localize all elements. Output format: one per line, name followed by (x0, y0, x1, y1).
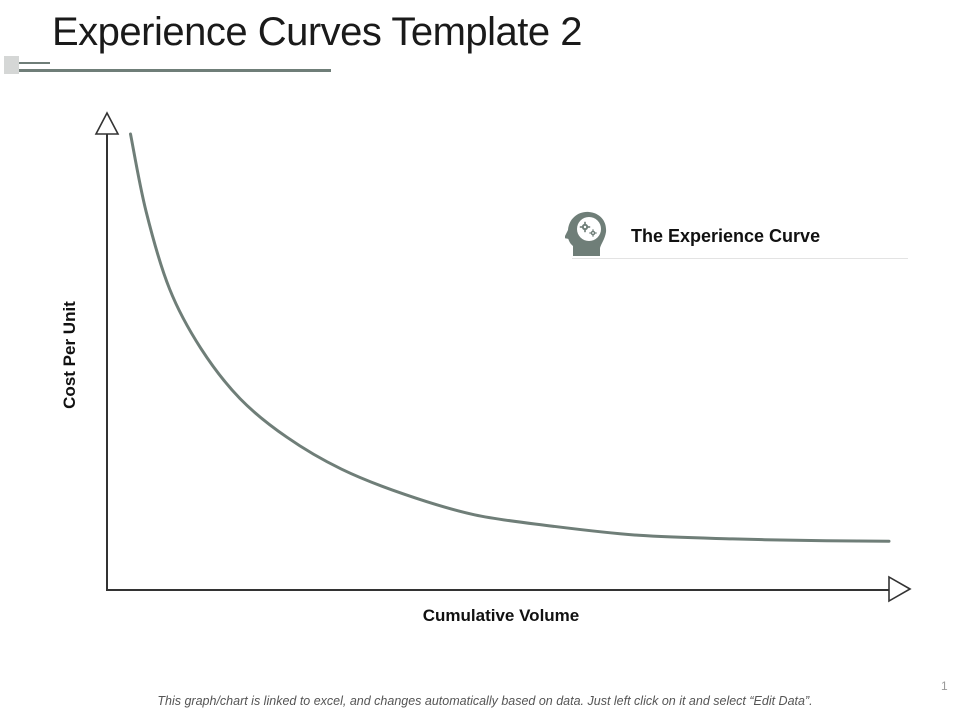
y-axis-arrow (94, 111, 120, 135)
page-title: Experience Curves Template 2 (52, 10, 582, 54)
footer-note: This graph/chart is linked to excel, and… (157, 694, 813, 708)
series-layer (129, 132, 891, 543)
title-accent-line (19, 62, 50, 64)
legend-series-label: The Experience Curve (631, 226, 821, 246)
y-axis-label: Cost Per Unit (60, 301, 79, 409)
title-accent-square (4, 56, 19, 74)
y-axis (94, 111, 120, 590)
page-number: 1 (941, 679, 948, 693)
head-gears-icon (564, 208, 609, 258)
series-line-0 (129, 132, 891, 543)
x-axis-arrow (888, 575, 912, 603)
x-axis-label: Cumulative Volume (422, 606, 580, 625)
title-underline (19, 69, 331, 72)
x-axis (106, 575, 912, 603)
legend-divider (572, 258, 908, 259)
